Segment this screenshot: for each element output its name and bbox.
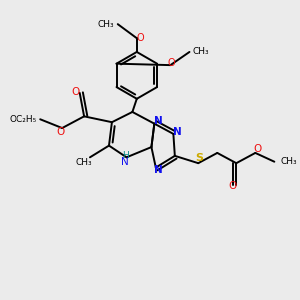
Text: N: N <box>154 116 163 126</box>
Text: O: O <box>168 58 176 68</box>
Text: CH₃: CH₃ <box>98 20 114 29</box>
Text: H: H <box>122 152 128 160</box>
Text: O: O <box>57 127 65 137</box>
Text: O: O <box>71 87 80 97</box>
Text: S: S <box>195 154 203 164</box>
Text: CH₃: CH₃ <box>193 47 210 56</box>
Text: N: N <box>121 157 129 167</box>
Text: OC₂H₅: OC₂H₅ <box>9 115 37 124</box>
Text: N: N <box>154 165 163 175</box>
Text: N: N <box>173 127 182 137</box>
Text: O: O <box>228 181 236 191</box>
Text: O: O <box>136 33 144 43</box>
Text: CH₃: CH₃ <box>76 158 92 167</box>
Text: O: O <box>254 143 262 154</box>
Text: CH₃: CH₃ <box>281 157 297 166</box>
